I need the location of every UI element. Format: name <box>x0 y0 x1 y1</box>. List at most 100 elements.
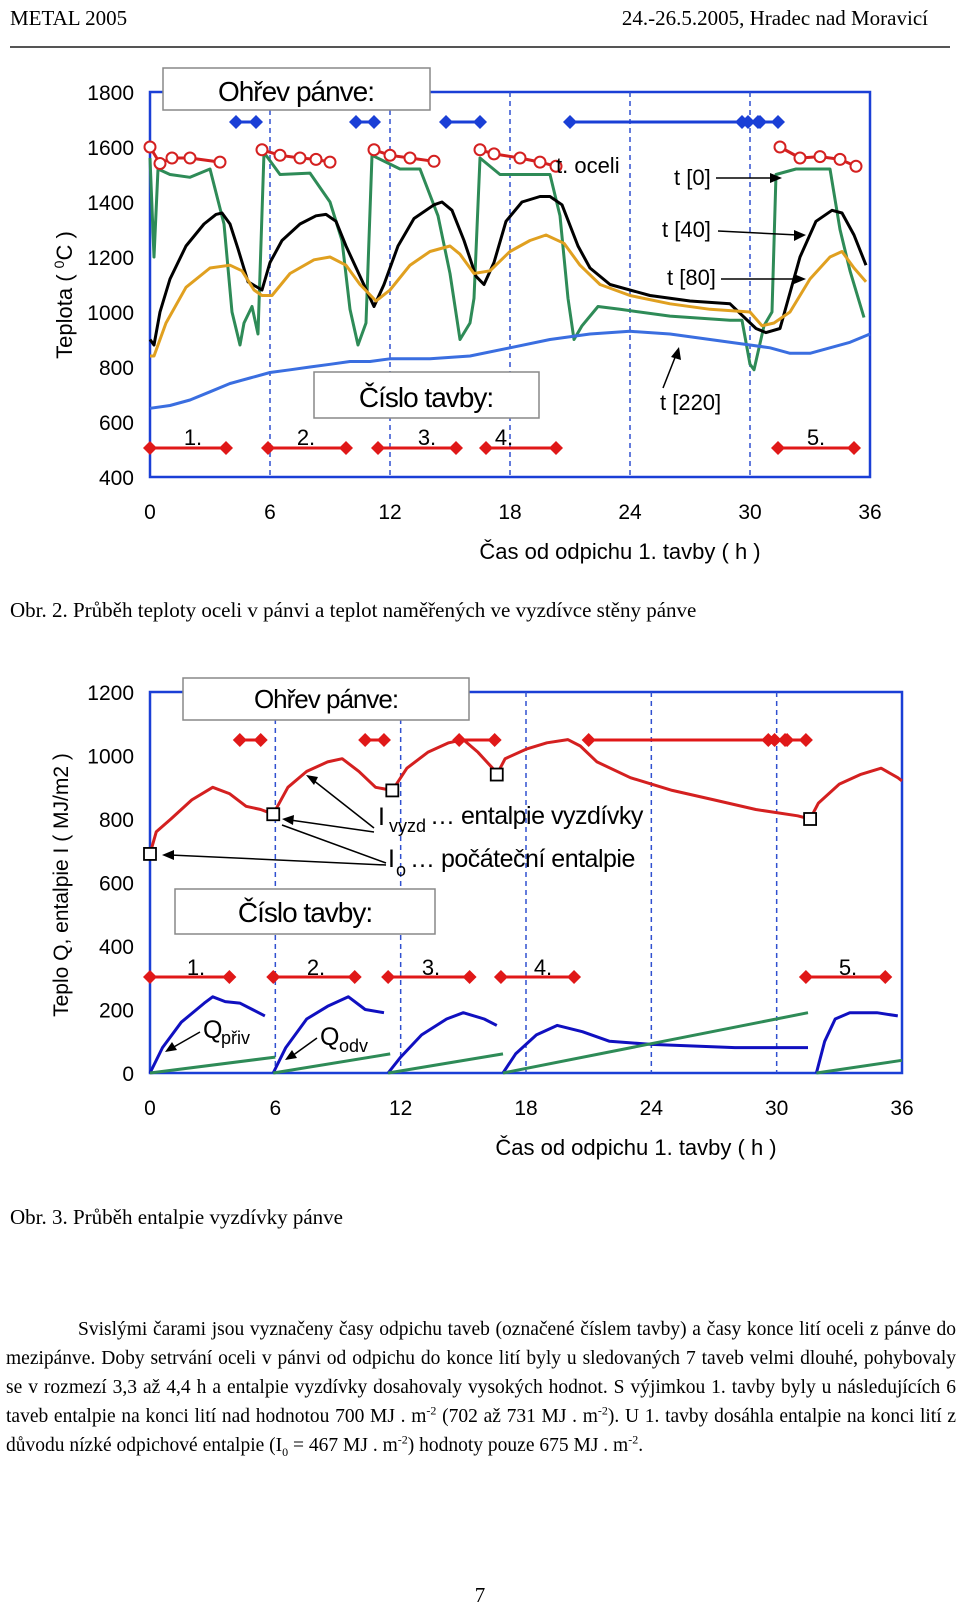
ohrev-diamond <box>741 115 755 129</box>
y-tick-label: 1400 <box>87 192 134 215</box>
annotation-i0-sub: o <box>396 860 406 880</box>
series-line-q-p-iv <box>271 995 385 1074</box>
y-tick-label: 0 <box>122 1063 134 1086</box>
para-sup-1: -2 <box>426 1403 437 1418</box>
arrowhead-q-priv <box>165 1042 177 1052</box>
steel-temp-point <box>793 151 807 165</box>
steel-temp-point <box>183 151 197 165</box>
ohrev-diamond <box>439 115 453 129</box>
para-text-2: (702 až 731 MJ . m <box>436 1406 598 1427</box>
series-line-q-p-iv <box>148 995 266 1074</box>
para-text-6: . <box>638 1435 644 1456</box>
annotation-q-priv: Q <box>203 1016 222 1044</box>
annotation-q-odv: Q <box>320 1023 339 1051</box>
initial-enthalpy-marker <box>803 812 817 826</box>
heat-number: 3. <box>418 425 436 450</box>
y-tick-label: 400 <box>99 936 134 959</box>
para-sub-0: 0 <box>282 1444 289 1459</box>
arrowhead-t80 <box>794 274 806 284</box>
para-sup-4: -2 <box>628 1432 639 1447</box>
x-tick-label: 24 <box>640 1097 664 1120</box>
annotation-q-odv-sub: odv <box>339 1036 368 1056</box>
x-tick-label: 30 <box>738 501 761 524</box>
page-number: 7 <box>474 1583 486 1607</box>
series-line-i-vyzd <box>148 738 903 855</box>
annotation-t0: t [0] <box>674 165 711 190</box>
para-text-5: ) hodnoty pouze 675 MJ . m <box>407 1435 629 1456</box>
ohrev-diamond <box>229 115 243 129</box>
arrowhead-t0 <box>770 173 782 183</box>
enthalpy-chart: 0 6 12 18 24 30 36 0 200 400 600 800 1000 1200 Čas od … <box>50 677 914 1160</box>
heat-number: 2. <box>297 425 315 450</box>
steel-temp-point <box>833 152 847 166</box>
annotation-vyzd-text: … entalpie vyzdívky <box>430 802 644 830</box>
title-box <box>182 677 470 721</box>
arrowhead-i-vyzd-2 <box>282 815 294 825</box>
series-line-q-odv <box>149 1055 276 1075</box>
ohrev-diamond <box>473 115 487 129</box>
y-tick-label: 1800 <box>87 82 134 105</box>
temperature-chart: 0 6 12 18 24 30 36 400 600 800 1000 1200 1400 1600 180… <box>51 67 882 564</box>
arrow-i-vyzd-2 <box>289 819 375 833</box>
heat-diamond <box>381 970 396 984</box>
heat-label-box <box>174 888 436 935</box>
y-tick-label: 800 <box>99 357 134 380</box>
page-header: METAL 2005 24.-26.5.2005, Hradec nad Mor… <box>0 0 960 40</box>
steel-temp-point <box>143 140 157 154</box>
ohrev-diamond <box>771 115 785 129</box>
y-tick-label: 400 <box>99 467 134 490</box>
heat-number: 4. <box>534 955 552 980</box>
y-axis-label-sup: 0 <box>51 260 67 268</box>
y-tick-label: 1200 <box>87 247 134 270</box>
heat-number: 4. <box>495 425 513 450</box>
heat-label: Číslo tavby: <box>359 382 493 413</box>
steel-temp-point <box>255 143 269 157</box>
steel-temp-point <box>383 148 397 162</box>
heat-number: 2. <box>307 955 325 980</box>
chart-title: Ohřev pánve: <box>218 76 374 107</box>
y-tick-label: 600 <box>99 873 134 896</box>
series-line-q-odv <box>502 1011 809 1075</box>
heat-diamond <box>479 441 493 455</box>
annotation-q-priv-sub: přiv <box>221 1028 250 1048</box>
steel-temp-point <box>849 159 863 173</box>
initial-enthalpy-marker <box>143 847 157 861</box>
annotation-vyzd-sub: vyzd <box>389 816 426 836</box>
steel-temp-point <box>153 157 167 170</box>
heat-diamond <box>143 970 157 984</box>
series-line-t--40- <box>148 195 868 347</box>
ohrev-diamond <box>753 115 767 129</box>
series-line-t--oceli <box>373 148 435 163</box>
conference-name: METAL 2005 <box>10 6 128 30</box>
arrow-i0-2 <box>169 854 387 866</box>
y-axis-label-main: Teplota ( <box>52 268 77 359</box>
arrow-t40 <box>717 230 799 236</box>
heat-diamond <box>878 970 893 984</box>
heat-number: 5. <box>839 955 857 980</box>
steel-temp-point <box>273 148 287 162</box>
y-tick-label: 1000 <box>87 746 134 769</box>
header-rule <box>10 46 950 48</box>
heat-number: 5. <box>807 425 825 450</box>
steel-temp-point <box>427 154 441 168</box>
para-sup-2: -2 <box>597 1403 608 1418</box>
steel-temp-point <box>813 150 827 164</box>
ohrev-diamond <box>487 733 502 747</box>
ohrev-diamond <box>367 115 381 129</box>
heat-diamond <box>798 970 813 984</box>
heat-diamond <box>567 970 582 984</box>
arrowhead-t40 <box>794 230 806 241</box>
heat-diamond <box>371 441 385 455</box>
title-box <box>162 67 431 111</box>
arrow-t220 <box>662 354 677 389</box>
x-tick-label: 6 <box>264 501 276 524</box>
heat-diamond <box>847 441 861 455</box>
figure-2-caption: Obr. 2. Průběh teploty oceli v pánvi a t… <box>10 598 697 622</box>
arrowhead-q-odv <box>285 1050 297 1060</box>
steel-temp-point <box>473 143 487 157</box>
arrow-i-vyzd-1 <box>312 779 375 829</box>
series-line-t--80- <box>150 233 868 358</box>
initial-enthalpy-marker <box>489 767 504 782</box>
heat-label: Číslo tavby: <box>238 897 372 928</box>
heat-number: 3. <box>422 955 440 980</box>
